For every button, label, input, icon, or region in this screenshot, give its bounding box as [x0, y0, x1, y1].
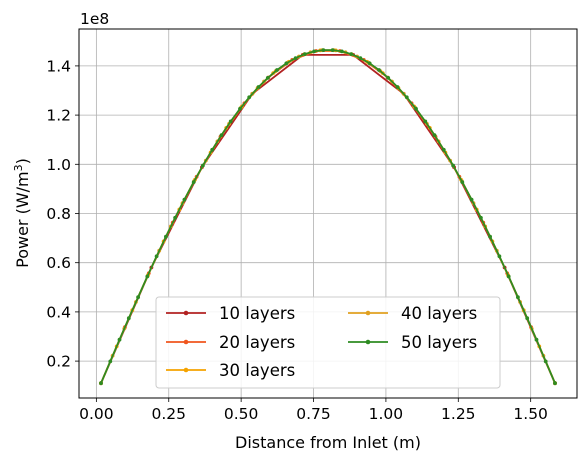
series-marker — [182, 197, 187, 202]
series-marker — [553, 381, 557, 386]
series-marker — [423, 119, 428, 124]
legend-label: 30 layers — [219, 361, 295, 380]
legend-marker — [183, 310, 189, 316]
series-marker — [321, 48, 326, 52]
series-marker — [451, 163, 455, 168]
series-marker — [108, 359, 113, 364]
legend-marker — [183, 367, 189, 373]
x-axis-label: Distance from Inlet (m) — [235, 433, 421, 452]
series-marker — [525, 316, 530, 321]
series-marker — [488, 234, 492, 239]
y-tick-label: 1.4 — [46, 57, 71, 75]
legend-entries: 10 layers 20 layers 30 layers 40 layers 50 l… — [166, 304, 477, 380]
legend-box — [155, 296, 501, 389]
x-tick-label: 0.00 — [79, 405, 114, 423]
y-axis-label: Power (W/m3) — [12, 158, 32, 268]
series-marker — [238, 106, 242, 111]
series-marker — [173, 215, 178, 220]
series-marker — [377, 68, 381, 72]
series-marker — [358, 56, 363, 60]
grid — [79, 29, 577, 398]
y-tick-label: 0.2 — [46, 353, 71, 371]
y-tick-label: 0.4 — [46, 303, 71, 321]
x-tick-label: 1.50 — [513, 405, 548, 423]
legend-label: 50 layers — [401, 333, 477, 352]
y-tick-label: 1.0 — [46, 156, 71, 174]
series-marker — [534, 337, 539, 342]
series-marker — [126, 316, 131, 321]
series-marker — [265, 76, 270, 80]
series-marker — [516, 295, 520, 300]
series-marker — [219, 133, 224, 138]
series-marker — [302, 52, 307, 56]
series-marker — [349, 52, 354, 56]
y-tick-label: 1.2 — [46, 107, 71, 125]
y-tick-label: 0.8 — [46, 205, 71, 223]
x-axis: 0.00 0.25 0.50 0.75 1.00 1.25 1.50 — [79, 398, 548, 423]
series-marker — [201, 163, 205, 168]
series-marker — [543, 359, 548, 364]
series-marker — [275, 68, 279, 72]
series-marker — [247, 95, 252, 100]
series-marker — [210, 147, 215, 152]
x-tick-label: 0.50 — [224, 405, 259, 423]
legend-label: 20 layers — [219, 333, 295, 352]
series-marker — [497, 254, 502, 259]
series-marker — [441, 147, 446, 152]
y-tick-label: 0.6 — [46, 254, 71, 272]
series-marker — [284, 61, 289, 66]
x-tick-label: 1.25 — [441, 405, 476, 423]
series-marker — [395, 85, 400, 89]
legend: 10 layers 20 layers 30 layers 40 layers 50 l… — [155, 296, 501, 389]
series-marker — [117, 337, 122, 342]
series-marker — [293, 56, 298, 60]
series-marker — [460, 180, 465, 185]
series-marker — [228, 119, 233, 124]
series-marker — [154, 254, 159, 259]
x-tick-label: 0.75 — [296, 405, 331, 423]
y-axis-label-close: ) — [13, 158, 32, 164]
y-axis-label-superscript: 3 — [12, 164, 25, 171]
series-marker — [256, 85, 261, 89]
series-marker — [432, 133, 437, 138]
series-marker — [330, 48, 335, 52]
series-marker — [136, 295, 141, 300]
series-marker — [479, 215, 483, 220]
series-marker — [99, 381, 103, 386]
series-marker — [191, 180, 196, 185]
legend-label: 40 layers — [401, 304, 477, 323]
series-marker — [469, 197, 474, 202]
legend-marker — [365, 310, 371, 316]
y-axis-label-main: Power (W/m — [13, 171, 32, 268]
series-marker — [145, 274, 150, 279]
plot-lines — [99, 48, 557, 386]
series-marker — [414, 106, 418, 111]
series-line — [100, 49, 556, 384]
series-marker — [386, 76, 391, 80]
series-marker — [340, 49, 344, 54]
series-marker — [404, 95, 409, 100]
x-tick-label: 0.25 — [151, 405, 186, 423]
series-marker — [506, 274, 511, 279]
y-axis-offset-text: 1e8 — [80, 10, 109, 28]
series-marker — [164, 234, 168, 239]
x-tick-label: 1.00 — [369, 405, 404, 423]
legend-label: 10 layers — [219, 304, 295, 323]
series-marker — [367, 61, 372, 66]
legend-marker — [183, 339, 189, 345]
legend-marker — [365, 339, 371, 345]
y-axis: 0.2 0.4 0.6 0.8 1.0 1.2 1.4 — [46, 57, 79, 371]
series-marker — [312, 49, 316, 54]
